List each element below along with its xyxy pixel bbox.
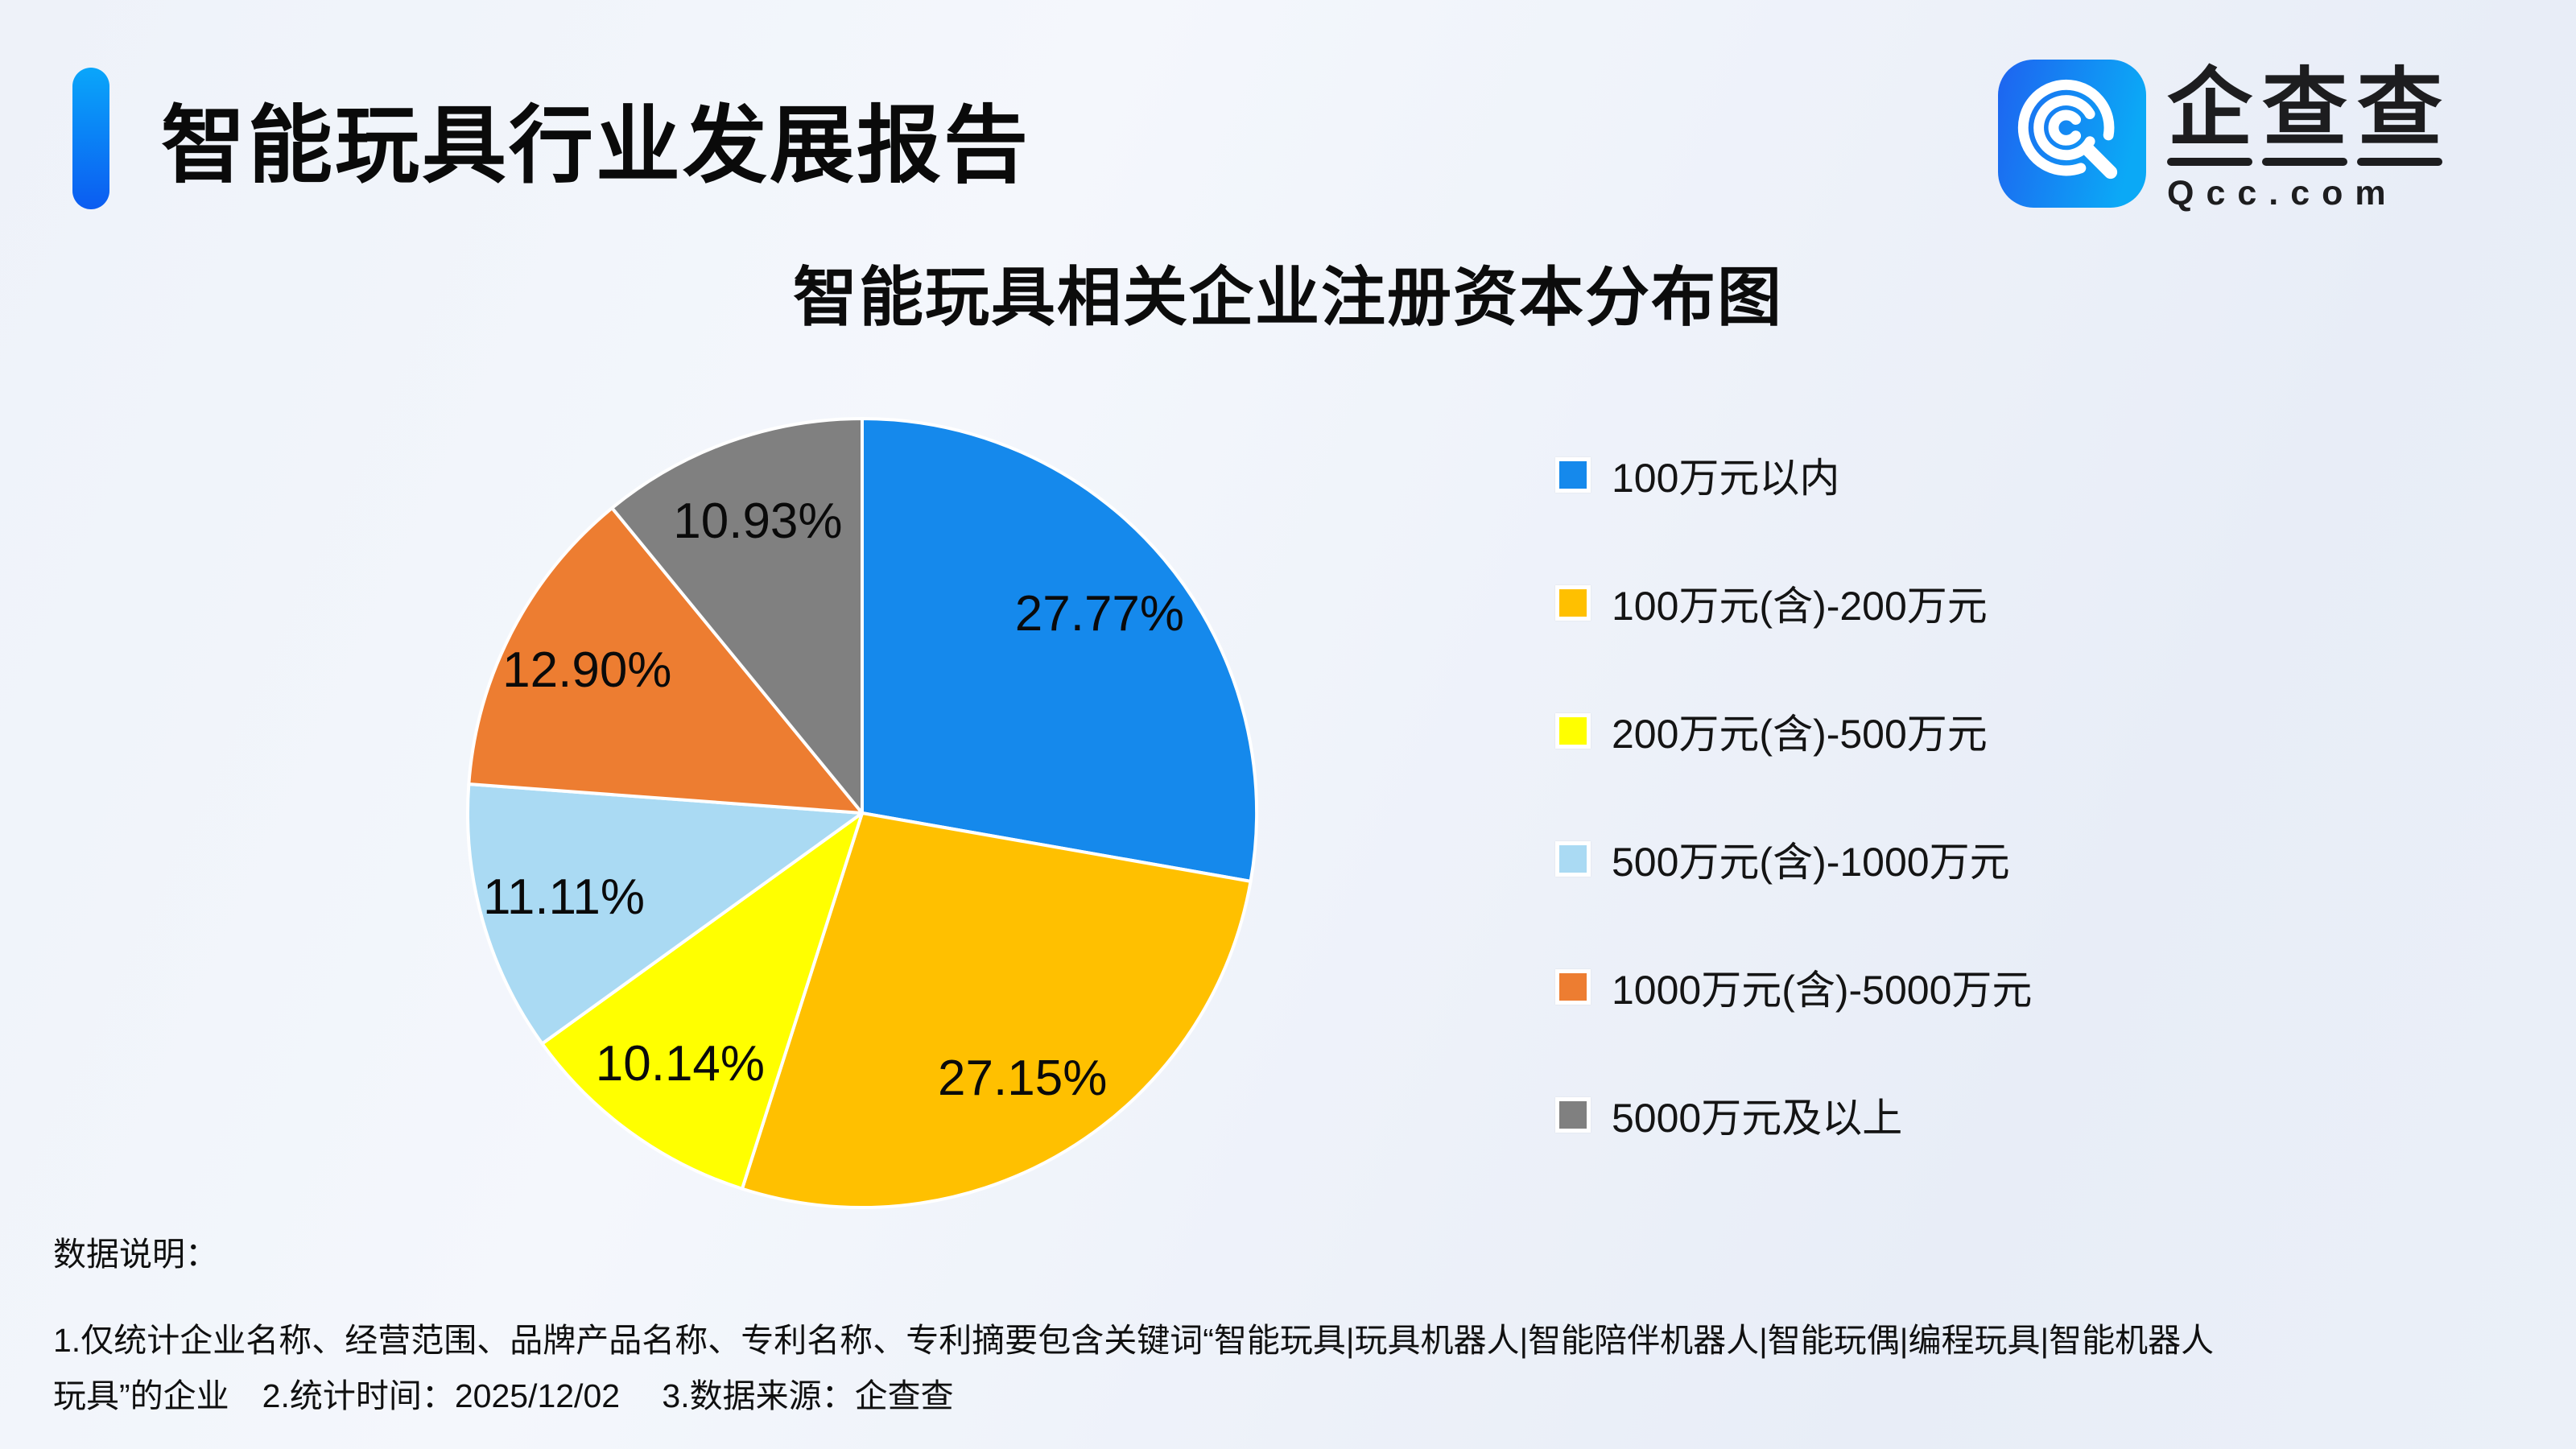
legend-label: 100万元(含)-200万元 [1612,584,1988,629]
qcc-logo-char: 企 [2167,66,2252,166]
title-accent-bar [72,68,109,209]
pie-slice-label: 27.15% [938,1051,1107,1106]
legend-swatch [1555,1097,1591,1133]
pie-slice [861,417,1258,883]
data-notes-line-1: 1.仅统计企业名称、经营范围、品牌产品名称、专利名称、专利摘要包含关键词“智能玩… [53,1322,2215,1359]
legend: 100万元以内 100万元(含)-200万元 200万元(含)-500万元 500万元… [1555,444,2032,1212]
legend-item: 100万元以内 [1555,444,2032,506]
qcc-logo-char: 查 [2357,66,2442,166]
qcc-logo-name: 企查查 [2167,66,2473,166]
pie-slice [465,782,864,1046]
legend-item: 5000万元及以上 [1555,1084,2032,1146]
pie-slice [740,811,1253,1209]
legend-swatch [1555,841,1591,877]
data-notes-heading: 数据说明： [53,1236,218,1273]
legend-swatch [1555,713,1591,749]
pie-slice-label: 27.77% [1015,586,1184,642]
data-notes-line-2: 玩具”的企业 2.统计时间：2025/12/02 3.数据来源：企查查 [53,1377,954,1414]
qcc-logo-char: 查 [2262,66,2347,166]
pie-slice [467,506,864,815]
legend-item: 1000万元(含)-5000万元 [1555,956,2032,1018]
data-notes: 数据说明： 1.仅统计企业名称、经营范围、品牌产品名称、专利名称、专利摘要包含关… [53,1238,2214,1435]
qcc-logo-domain: Qcc.com [2167,174,2398,213]
pie-chart: 27.77% 27.15% 10.14% 11.11% 12.90% 10.93% [460,411,1265,1216]
qcc-logo-text: 企查查 Qcc.com [2167,66,2473,213]
legend-label: 100万元以内 [1612,456,1840,501]
legend-label: 500万元(含)-1000万元 [1612,840,2010,885]
pie-slice-label: 10.14% [596,1036,765,1092]
legend-item: 500万元(含)-1000万元 [1555,828,2032,890]
pie-slice [610,417,864,815]
legend-swatch [1555,457,1591,493]
legend-label: 200万元(含)-500万元 [1612,712,1988,757]
legend-label: 5000万元及以上 [1612,1096,1903,1141]
legend-item: 200万元(含)-500万元 [1555,700,2032,762]
chart-title: 智能玩具相关企业注册资本分布图 [793,262,1783,333]
legend-item: 100万元(含)-200万元 [1555,572,2032,634]
page-title: 智能玩具行业发展报告 [161,99,1031,193]
legend-label: 1000万元(含)-5000万元 [1612,968,2033,1013]
pie-slice-label: 10.93% [673,493,842,549]
legend-swatch [1555,585,1591,621]
legend-swatch [1555,969,1591,1005]
pie-slice [540,811,864,1191]
pie-slice-label: 12.90% [502,642,671,698]
pie-slice-label: 11.11% [483,869,645,925]
qcc-logo-icon [1998,60,2146,208]
